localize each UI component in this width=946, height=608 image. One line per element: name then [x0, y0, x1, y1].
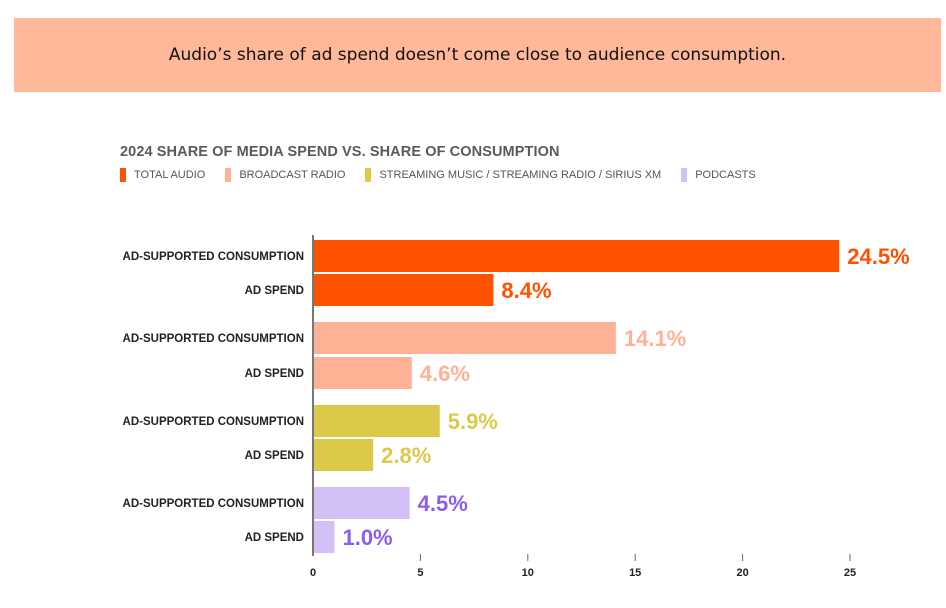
bar: [313, 322, 616, 354]
bar: [313, 521, 335, 553]
x-tick-label: 15: [629, 567, 641, 579]
category-label: AD SPEND: [245, 285, 304, 297]
legend-item: BROADCAST RADIO: [225, 168, 345, 182]
data-label: 5.9%: [448, 409, 498, 434]
legend: TOTAL AUDIO BROADCAST RADIO STREAMING MUSI…: [120, 168, 776, 182]
data-label: 24.5%: [847, 244, 909, 269]
legend-label: BROADCAST RADIO: [239, 169, 346, 181]
category-label: AD-SUPPORTED CONSUMPTION: [123, 416, 304, 428]
x-tick-label: 10: [522, 567, 534, 579]
headline-text: Audio’s share of ad spend doesn’t come c…: [168, 45, 787, 65]
legend-label: TOTAL AUDIO: [134, 169, 206, 181]
data-label: 1.0%: [342, 525, 392, 550]
bar: [313, 439, 374, 471]
legend-label: STREAMING MUSIC / STREAMING RADIO / SIRI…: [379, 169, 662, 181]
bar: [313, 274, 494, 306]
legend-swatch: [120, 168, 126, 182]
data-label: 8.4%: [501, 278, 551, 303]
legend-label: PODCASTS: [695, 169, 756, 181]
data-label: 4.6%: [420, 361, 470, 386]
legend-swatch: [225, 168, 232, 182]
chart-title: 2024 SHARE OF MEDIA SPEND VS. SHARE OF C…: [120, 144, 560, 160]
bar: [313, 240, 840, 272]
bar: [313, 487, 410, 519]
x-tick-label: 25: [844, 567, 856, 579]
category-label: AD-SUPPORTED CONSUMPTION: [123, 498, 304, 510]
legend-swatch: [681, 168, 688, 182]
data-label: 14.1%: [624, 326, 686, 351]
x-tick-label: 5: [417, 567, 423, 579]
x-tick-label: 0: [310, 567, 316, 579]
category-label: AD SPEND: [245, 368, 304, 380]
legend-swatch: [365, 168, 372, 182]
category-label: AD-SUPPORTED CONSUMPTION: [123, 251, 304, 263]
category-label: AD SPEND: [245, 450, 304, 462]
headline-banner: Audio’s share of ad spend doesn’t come c…: [14, 18, 941, 92]
legend-item: STREAMING MUSIC / STREAMING RADIO / SIRI…: [365, 168, 661, 182]
bar: [313, 405, 440, 437]
x-tick-label: 20: [736, 567, 748, 579]
data-label: 4.5%: [418, 491, 468, 516]
legend-item: TOTAL AUDIO: [120, 168, 205, 182]
category-label: AD SPEND: [245, 532, 304, 544]
bar: [313, 357, 412, 389]
legend-item: PODCASTS: [681, 168, 756, 182]
data-label: 2.8%: [381, 443, 431, 468]
category-label: AD-SUPPORTED CONSUMPTION: [123, 333, 304, 345]
